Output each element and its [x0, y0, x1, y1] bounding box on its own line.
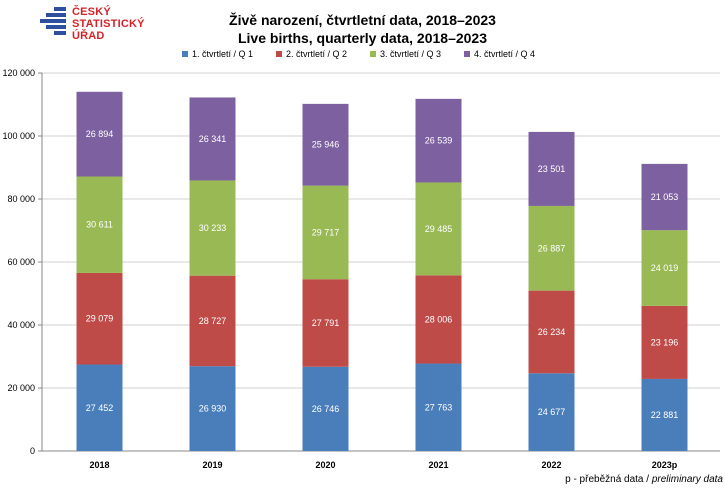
y-tick-label: 120 000 — [2, 68, 35, 78]
bar-segment — [641, 163, 688, 231]
bar-segment — [76, 364, 123, 451]
bar-segment — [302, 366, 349, 451]
chart-subtitle: Live births, quarterly data, 2018–2023 — [237, 30, 487, 46]
logo-line-1: ČESKÝ — [72, 6, 111, 18]
legend-label: 2. čtvrtletí / Q 2 — [286, 49, 347, 59]
bar-segment — [76, 176, 123, 273]
bar-segment — [528, 131, 575, 206]
legend-label: 4. čtvrtletí / Q 4 — [474, 49, 535, 59]
y-tick-label: 40 000 — [7, 320, 35, 330]
data-label: 24 019 — [651, 263, 679, 273]
x-tick-label: 2021 — [428, 460, 448, 470]
y-tick-label: 60 000 — [7, 257, 35, 267]
x-tick-label: 2018 — [89, 460, 109, 470]
data-label: 30 233 — [199, 223, 227, 233]
y-tick-label: 80 000 — [7, 194, 35, 204]
x-tick-label: 2019 — [202, 460, 222, 470]
y-tick-label: 20 000 — [7, 383, 35, 393]
data-label: 28 727 — [199, 316, 227, 326]
legend-swatch — [370, 51, 376, 57]
data-label: 21 053 — [651, 192, 679, 202]
logo-line-3: ÚŘAD — [72, 30, 105, 42]
chart-title: Živě narození, čtvrtletní data, 2018–202… — [229, 12, 496, 28]
data-label: 24 677 — [538, 407, 566, 417]
bar-segment — [189, 97, 236, 181]
data-label: 28 006 — [425, 314, 453, 324]
x-tick-label: 2022 — [541, 460, 561, 470]
bar-segment — [641, 378, 688, 451]
data-label: 30 611 — [86, 220, 113, 230]
x-tick-label: 2023p — [652, 460, 678, 470]
bar-segment — [189, 180, 236, 276]
footnote: p - přeběžná data / preliminary data — [565, 474, 723, 485]
y-tick-label: 100 000 — [2, 131, 35, 141]
footnote-prefix: p - přeběžná data / — [565, 474, 652, 485]
data-label: 29 079 — [86, 314, 114, 324]
bar-segment — [415, 98, 462, 183]
bar-segment — [76, 272, 123, 365]
bar-segment — [641, 230, 688, 306]
data-label: 26 746 — [312, 404, 340, 414]
data-label: 26 894 — [86, 129, 114, 139]
bar-segment — [302, 279, 349, 367]
bar-segment — [76, 91, 123, 177]
legend-swatch — [276, 51, 282, 57]
logo-line-2: STATISTICKÝ — [72, 18, 145, 30]
csu-logo-mark — [40, 7, 66, 35]
y-tick-label: 0 — [30, 446, 35, 456]
data-label: 29 485 — [425, 224, 453, 234]
data-label: 22 881 — [651, 410, 679, 420]
legend-swatch — [464, 51, 470, 57]
legend-swatch — [182, 51, 188, 57]
data-label: 27 452 — [86, 403, 114, 413]
data-label: 27 791 — [312, 318, 340, 328]
data-label: 26 341 — [199, 134, 227, 144]
data-label: 23 501 — [538, 164, 566, 174]
bar-segment — [302, 103, 349, 186]
legend-label: 3. čtvrtletí / Q 3 — [380, 49, 441, 59]
bar-segment — [641, 305, 688, 379]
data-label: 26 234 — [538, 327, 566, 337]
bar-segment — [528, 290, 575, 374]
bar-segment — [415, 363, 462, 451]
bar-segment — [189, 366, 236, 451]
footnote-italic: preliminary data — [651, 474, 723, 485]
x-tick-label: 2020 — [315, 460, 335, 470]
bar-segment — [528, 373, 575, 451]
csu-logo-text: ČESKÝ STATISTICKÝ ÚŘAD — [72, 6, 145, 42]
data-label: 23 196 — [651, 337, 679, 347]
legend-label: 1. čtvrtletí / Q 1 — [192, 49, 253, 59]
data-label: 27 763 — [425, 402, 453, 412]
csu-logo: ČESKÝ STATISTICKÝ ÚŘAD — [40, 6, 160, 46]
data-label: 26 539 — [425, 136, 453, 146]
bar-segment — [302, 185, 349, 280]
data-label: 25 946 — [312, 140, 340, 150]
data-label: 26 930 — [199, 404, 227, 414]
data-label: 29 717 — [312, 227, 340, 237]
data-label: 26 887 — [538, 243, 566, 253]
bar-segment — [528, 205, 575, 291]
bar-segment — [415, 182, 462, 276]
bar-segment — [415, 275, 462, 364]
bar-segment — [189, 275, 236, 367]
